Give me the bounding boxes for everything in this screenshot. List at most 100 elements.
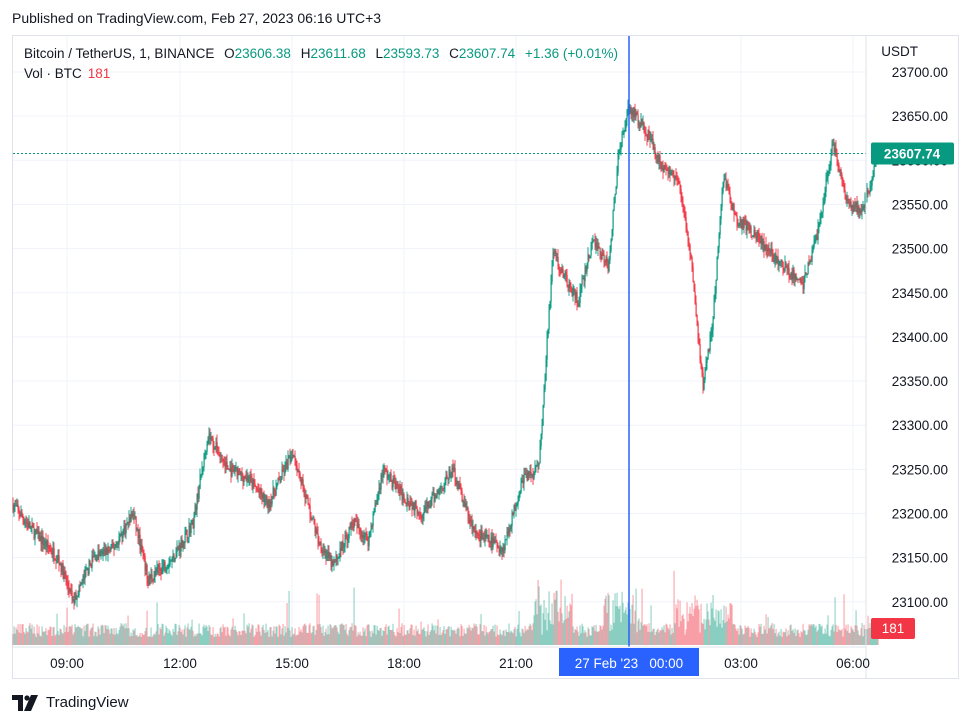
volume-bar	[539, 605, 541, 645]
volume-bar	[831, 626, 833, 645]
volume-bar	[322, 625, 324, 645]
candle-body	[753, 229, 755, 236]
candle-body	[820, 213, 822, 217]
candle-body	[459, 483, 461, 488]
volume-bar	[607, 592, 609, 645]
volume-bar	[186, 627, 188, 645]
candle-body	[712, 319, 714, 330]
volume-bar	[854, 625, 856, 645]
volume-bar	[208, 625, 210, 645]
volume-bar	[847, 624, 849, 645]
candle-body	[805, 272, 807, 275]
candle-body	[755, 235, 757, 240]
candle-body	[343, 546, 345, 548]
candle-body	[819, 216, 821, 224]
candle-body	[293, 455, 295, 458]
candle-body	[715, 279, 717, 294]
volume-bar	[22, 624, 24, 645]
candle-body	[64, 571, 66, 575]
volume-bar	[502, 630, 504, 645]
volume-bar	[72, 634, 74, 645]
candle-body	[577, 305, 579, 307]
low-label: L	[375, 46, 384, 61]
volume-bar	[315, 630, 317, 645]
volume-bar	[738, 634, 740, 645]
volume-bar	[617, 606, 619, 645]
candle-body	[260, 488, 262, 495]
candle-body	[275, 486, 277, 496]
volume-bar	[614, 593, 616, 645]
candle-body	[117, 542, 119, 545]
volume-bar	[616, 592, 618, 645]
candle-body	[771, 248, 773, 256]
symbol-legend[interactable]: Bitcoin / TetherUS, 1, BINANCE O23606.38…	[24, 46, 618, 61]
volume-bar	[416, 631, 418, 645]
volume-bar	[729, 603, 731, 645]
volume-bar	[311, 632, 313, 645]
candle-body	[296, 465, 298, 472]
candle-body	[386, 470, 388, 479]
volume-bar	[437, 619, 439, 645]
volume-bar	[62, 633, 64, 645]
volume-bar	[259, 631, 261, 645]
volume-bar	[137, 636, 139, 645]
volume-bar	[448, 626, 450, 645]
candle-body	[784, 262, 786, 271]
candle-body	[471, 522, 473, 529]
volume-bar	[326, 634, 328, 645]
candle-body	[801, 282, 803, 284]
volume-bar	[823, 633, 825, 645]
candle-body	[480, 530, 482, 542]
candle-body	[621, 134, 623, 148]
candle-body	[347, 538, 349, 541]
volume-bar	[125, 623, 127, 645]
volume-bar	[75, 627, 77, 645]
volume-bar	[227, 627, 229, 645]
tradingview-logo[interactable]: TradingView	[12, 694, 129, 711]
candle-body	[116, 542, 118, 544]
candle-body	[195, 505, 197, 510]
candle-body	[478, 534, 480, 537]
candle-body	[573, 288, 575, 290]
volume-bar	[832, 624, 834, 645]
volume-bar	[409, 628, 411, 645]
candle-body	[673, 177, 675, 179]
price-tick-label: 23300.00	[892, 418, 948, 433]
candle-body	[433, 492, 435, 502]
volume-bar	[639, 629, 641, 645]
candle-body	[658, 155, 660, 163]
candle-body	[827, 171, 829, 178]
volume-bar	[587, 627, 589, 645]
candle-body	[270, 501, 272, 505]
volume-bar	[231, 626, 233, 645]
volume-bar	[740, 626, 742, 645]
candle-body	[371, 525, 373, 527]
volume-legend[interactable]: Vol · BTC 181	[24, 66, 110, 81]
volume-bar	[394, 635, 396, 645]
candle-body	[253, 479, 255, 484]
volume-bar	[426, 631, 428, 645]
volume-bar	[808, 624, 810, 645]
candle-body	[276, 482, 278, 487]
candle-body	[81, 580, 83, 583]
candle-body	[657, 154, 659, 163]
volume-bar	[767, 616, 769, 645]
volume-bar	[41, 626, 43, 645]
candle-body	[146, 564, 148, 580]
volume-bar	[580, 633, 582, 645]
candle-body	[648, 130, 650, 134]
candle-body	[331, 560, 333, 567]
volume-bar	[597, 631, 599, 645]
volume-bar	[732, 624, 734, 645]
volume-bar	[777, 633, 779, 645]
volume-bar	[443, 626, 445, 645]
candle-body	[531, 473, 533, 476]
candle-body	[427, 502, 429, 508]
volume-bar	[674, 623, 676, 645]
candle-body	[664, 165, 666, 170]
candle-body	[854, 204, 856, 208]
candle-body	[362, 535, 364, 539]
candle-body	[579, 289, 581, 304]
candle-body	[123, 525, 125, 531]
